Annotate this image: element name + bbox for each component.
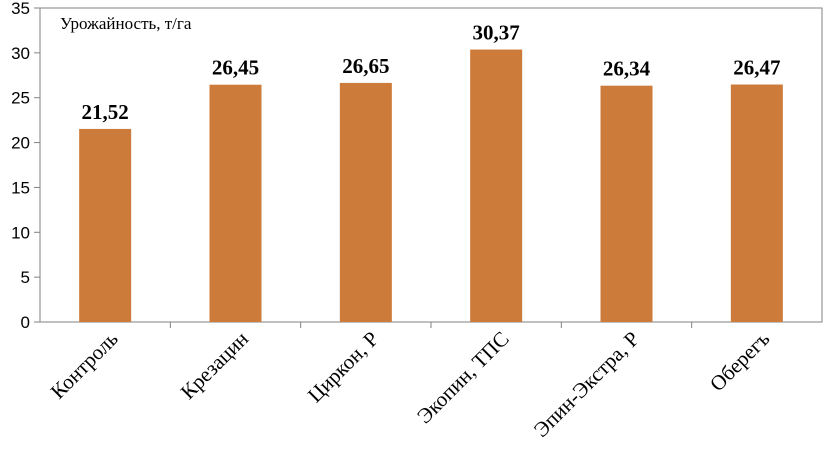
- y-tick-label: 35: [11, 0, 30, 18]
- bar: [209, 84, 262, 322]
- y-tick-label: 15: [11, 178, 30, 197]
- x-tick-label: Циркон, Р: [303, 327, 384, 408]
- y-tick-label: 25: [11, 89, 30, 108]
- x-tick-label: Оберегъ: [705, 326, 775, 396]
- y-tick-label: 20: [11, 134, 30, 153]
- bars: [79, 49, 783, 323]
- data-label: 30,37: [473, 21, 520, 45]
- value-labels: 21,52 26,45 26,65 30,37 26,34 26,47: [82, 21, 781, 124]
- data-label: 26,45: [212, 56, 259, 80]
- x-tick-label: Крезацин: [176, 327, 253, 404]
- y-tick-label: 5: [21, 268, 30, 287]
- data-label: 26,65: [342, 54, 389, 78]
- bar: [730, 84, 783, 323]
- y-tick-label: 30: [11, 44, 30, 63]
- y-axis-ticks: 0 5 10 15 20 25 30 35: [11, 0, 40, 332]
- plot-border: [39, 7, 823, 323]
- plot-frame: [39, 7, 823, 323]
- data-label: 26,47: [733, 56, 780, 80]
- y-tick-label: 0: [21, 313, 30, 332]
- y-axis-label: Урожайность, т/га: [60, 14, 192, 33]
- y-tick-label: 10: [11, 223, 30, 242]
- data-label: 21,52: [82, 100, 129, 124]
- x-tick-label: Эпин-Экстра, Р: [529, 327, 644, 442]
- bar: [339, 82, 392, 322]
- x-tick-label: Экопин, ТПС: [412, 327, 514, 429]
- x-tick-label: Контроль: [46, 327, 123, 404]
- bar: [79, 128, 132, 322]
- category-labels: Контроль Крезацин Циркон, Р Экопин, ТПС Эпин…: [46, 322, 775, 442]
- bar: [600, 85, 653, 323]
- data-label: 26,34: [603, 57, 651, 81]
- bar: [470, 49, 523, 322]
